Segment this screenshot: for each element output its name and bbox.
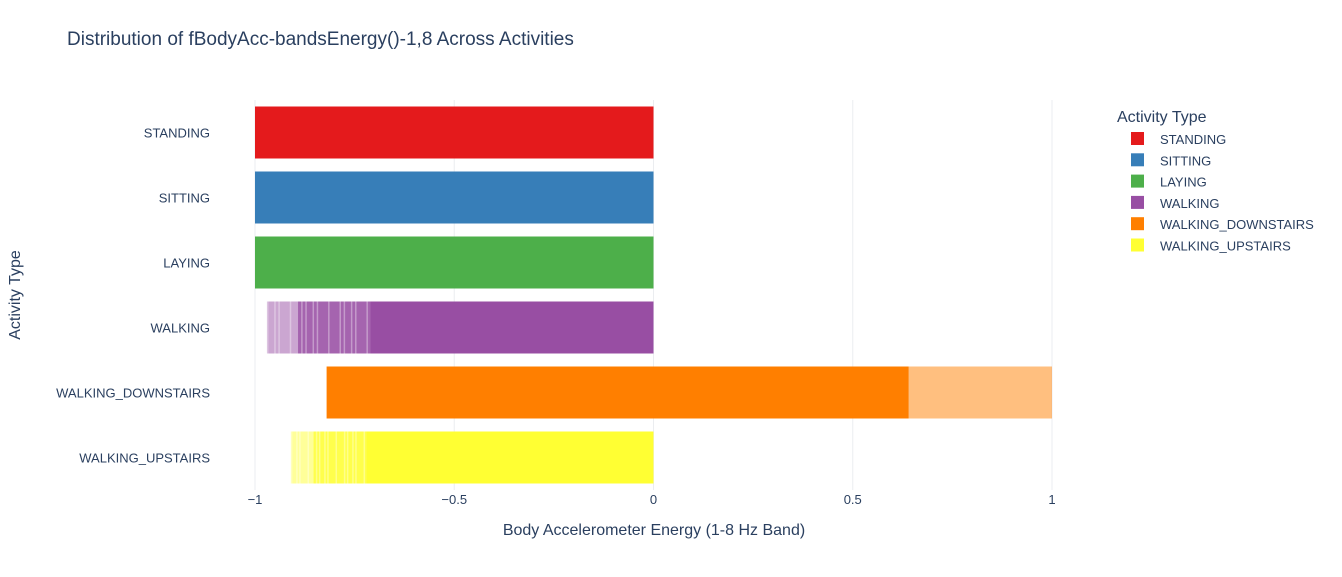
legend-item: WALKING_UPSTAIRS [1131,238,1291,254]
bar-stripe [307,431,310,484]
bar-stripe [335,431,338,484]
bar-stripe [350,301,353,354]
bar-core [326,366,909,419]
bar-walking-downstairs [326,366,1053,419]
bar-stripe [278,301,280,354]
bar-stripe [266,301,269,354]
bar-core [255,106,654,159]
bar-stripe [296,431,298,484]
bar-stripe [343,431,346,484]
x-axis-ticks: −1 −0.5 0 0.5 1 [248,492,1056,507]
y-tick-label: WALKING_DOWNSTAIRS [56,386,210,401]
legend-label: LAYING [1160,175,1207,190]
bar-stripe [316,301,319,354]
bar-stripe [339,301,341,354]
x-tick-label: 0.5 [844,492,862,507]
bar-stripe [318,431,321,484]
bar-stripe [274,301,276,354]
bar-sitting [255,171,654,224]
y-tick-label: WALKING [151,321,210,336]
bar-stripe [301,301,303,354]
y-tick-label: LAYING [163,256,210,271]
bar-walking [266,301,654,354]
legend-label: SITTING [1160,153,1211,168]
chart-title: Distribution of fBodyAcc-bandsEnergy()-1… [67,29,574,50]
legend-swatch [1131,238,1144,252]
bar-stripe [305,301,307,354]
bar-stripe [324,431,326,484]
bar-stripe [366,301,368,354]
legend-item: SITTING [1131,153,1211,168]
bar-stripe [289,301,292,354]
bar-laying [255,236,654,289]
x-tick-label: −0.5 [441,492,467,507]
bar-standing [255,106,654,159]
bar-core [370,301,654,354]
bar-stripe [312,301,315,354]
x-tick-label: −1 [248,492,263,507]
bar-stripe [355,301,357,354]
y-axis-title: Activity Type [7,250,24,340]
legend-item: WALKING [1131,195,1219,211]
legend-label: WALKING_DOWNSTAIRS [1160,217,1314,232]
x-tick-label: 1 [1048,492,1055,507]
bar-stripe [315,431,318,484]
legend-label: WALKING_UPSTAIRS [1160,239,1291,254]
bar-walking-upstairs [290,431,654,484]
legend-swatch [1131,153,1144,167]
y-axis-ticks: STANDING SITTING LAYING WALKING WALKING_DOWN… [56,126,210,466]
bar-stripe [290,431,293,484]
legend-swatch [1131,174,1144,188]
x-axis-title: Body Accelerometer Energy (1-8 Hz Band) [503,522,805,539]
legend-title: Activity Type [1117,109,1207,126]
bar-core [255,171,654,224]
legend-swatch [1131,132,1144,145]
bar-stripe [363,431,366,484]
bar-core [366,431,654,484]
bar-core [255,236,654,289]
bar-stripe [327,431,329,484]
legend-item: WALKING_DOWNSTAIRS [1131,217,1314,232]
legend-item: LAYING [1131,174,1207,190]
legend-label: STANDING [1160,132,1226,147]
grid [254,100,1053,490]
y-tick-label: SITTING [159,191,210,206]
legend-swatch [1131,195,1144,209]
legend-label: WALKING [1160,196,1219,211]
bar-stripe [352,431,354,484]
bar-stripe [328,301,330,354]
legend-item: STANDING [1131,132,1226,147]
y-tick-label: WALKING_UPSTAIRS [79,451,210,466]
legend: Activity Type STANDING SITTING LAYING WALKI… [1117,109,1314,254]
legend-swatch [1131,217,1144,231]
y-tick-label: STANDING [144,126,210,141]
bar-stripe [343,301,346,354]
x-tick-label: 0 [650,492,657,507]
bar-stripe [346,431,349,484]
bar-stripe [355,431,357,484]
bar-stripe [299,431,301,484]
bars [255,106,1053,484]
